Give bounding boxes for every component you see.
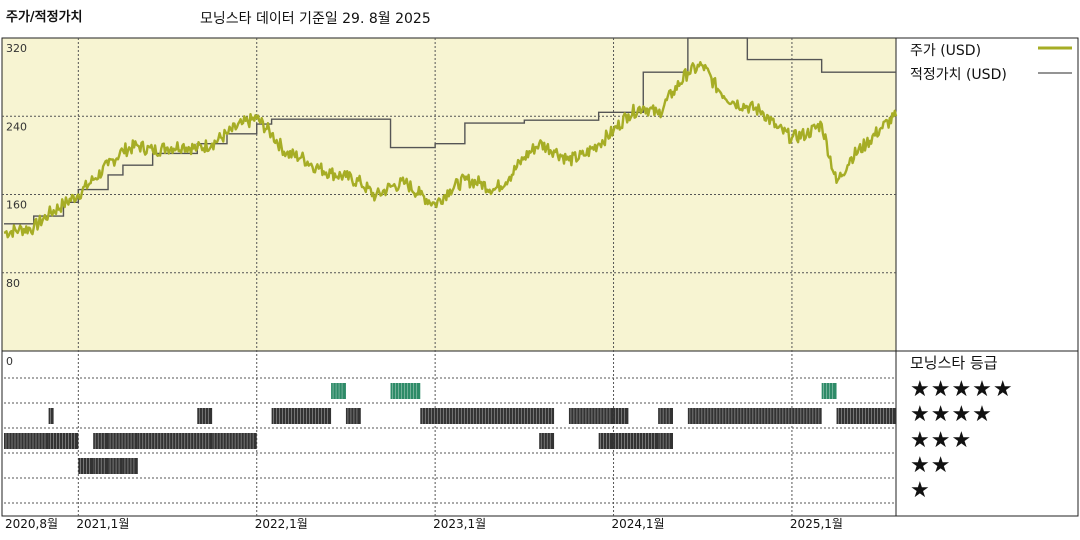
four-star-label: ★★★★ (910, 402, 993, 427)
rating-bar-4-star (687, 408, 822, 424)
chart-subtitle: 모닝스타 데이터 기준일 29. 8월 2025 (200, 11, 431, 27)
five-star-label: ★★★★★ (910, 377, 1014, 402)
price-line (3, 61, 898, 239)
x-tick-label: 2023,1월 (433, 517, 486, 531)
rating-bar-3-star (48, 433, 79, 449)
y-tick-label: 160 (6, 199, 27, 212)
three-star-label: ★★★ (910, 428, 973, 453)
rating-bar-4-star (271, 408, 332, 424)
rating-bar-4-star (836, 408, 896, 424)
one-star-label: ★ (910, 478, 931, 503)
y-tick-label: 320 (6, 42, 27, 55)
rating-bar-3-star (108, 433, 138, 449)
rating-bar-4-star (420, 408, 555, 424)
x-tick-label: 2025,1월 (790, 517, 843, 531)
x-tick-label: 2021,1월 (76, 517, 129, 531)
rating-bar-5-star (390, 383, 421, 399)
x-tick-label: 2022,1월 (255, 517, 308, 531)
rating-bar-4-star (48, 408, 54, 424)
two-star-label: ★★ (910, 453, 952, 478)
y-tick-label: 0 (6, 355, 13, 368)
x-tick-label: 2024,1월 (612, 517, 665, 531)
fair-value-line (4, 37, 896, 225)
legend-fair-value-label: 적정가치 (USD) (910, 67, 1007, 83)
chart-title: 주가/적정가치 (6, 10, 83, 25)
x-tick-label: 2020,8월 (5, 517, 58, 531)
y-tick-label: 240 (6, 120, 27, 133)
y-tick-label: 80 (6, 277, 20, 290)
chart-frame (1, 37, 1079, 517)
rating-panel-title: 모닝스타 등급 (910, 354, 998, 372)
legend-price-label: 주가 (USD) (910, 43, 982, 59)
